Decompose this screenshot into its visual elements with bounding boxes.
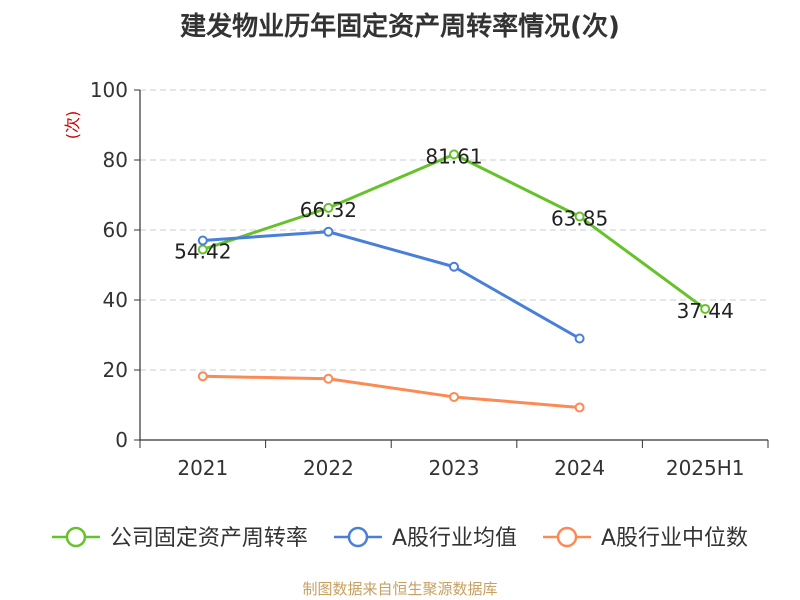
legend-label: 公司固定资产周转率 xyxy=(110,526,308,551)
data-label: 66.32 xyxy=(300,198,357,222)
data-label: 63.85 xyxy=(551,207,608,231)
series-line xyxy=(202,230,581,340)
x-tick-label: 2024 xyxy=(554,456,605,480)
x-tick-label: 2025H1 xyxy=(666,456,745,480)
legend-item-3: A股行业中位数 xyxy=(543,526,748,551)
series-2 xyxy=(197,226,585,344)
chart-title: 建发物业历年固定资产周转率情况(次) xyxy=(180,11,620,42)
y-tick-label: 60 xyxy=(103,218,128,242)
series-3 xyxy=(197,371,585,413)
data-point xyxy=(574,402,585,413)
data-point xyxy=(449,261,459,272)
data-point xyxy=(449,149,459,160)
data-label: 37.44 xyxy=(677,299,734,323)
data-point xyxy=(197,244,208,255)
y-axis-label: (次) xyxy=(63,111,82,140)
data-point xyxy=(574,333,585,344)
data-point xyxy=(323,202,334,213)
y-tick-label: 0 xyxy=(115,428,128,452)
y-tick-label: 100 xyxy=(90,78,128,102)
data-point xyxy=(197,235,208,246)
y-tick-label: 80 xyxy=(103,148,128,172)
data-label: 54.42 xyxy=(174,240,231,264)
legend-marker-icon xyxy=(65,526,87,548)
y-tick-label: 40 xyxy=(103,288,128,312)
data-point xyxy=(449,391,459,402)
source-note: 制图数据来自恒生聚源数据库 xyxy=(302,580,497,598)
data-label: 81.61 xyxy=(425,144,482,168)
legend-marker-icon xyxy=(347,526,369,548)
legend-marker-icon xyxy=(556,526,578,548)
series-line xyxy=(202,152,707,311)
x-tick-label: 2021 xyxy=(177,456,228,480)
legend-item-1: 公司固定资产周转率 xyxy=(51,526,308,551)
legend-item-2: A股行业均值 xyxy=(333,526,517,551)
data-point xyxy=(323,373,334,384)
legend-label: A股行业均值 xyxy=(392,526,517,551)
series-1 xyxy=(197,149,711,314)
gridlines xyxy=(140,89,768,371)
data-point xyxy=(700,303,711,314)
data-point xyxy=(574,211,585,222)
series-group xyxy=(197,149,711,413)
legend: 公司固定资产周转率 A股行业均值 A股行业中位数 xyxy=(51,526,748,551)
series-line xyxy=(202,374,580,409)
data-point xyxy=(323,226,334,237)
x-tick-label: 2022 xyxy=(303,456,354,480)
data-labels: 54.42 66.32 81.61 63.85 37.44 xyxy=(174,144,734,323)
axes: 0 20 40 60 80 100 2021 2022 2023 2024 2025H1 xyxy=(90,78,769,480)
x-tick-label: 2023 xyxy=(429,456,480,480)
legend-label: A股行业中位数 xyxy=(601,526,748,551)
data-point xyxy=(197,371,208,382)
y-tick-label: 20 xyxy=(103,358,128,382)
